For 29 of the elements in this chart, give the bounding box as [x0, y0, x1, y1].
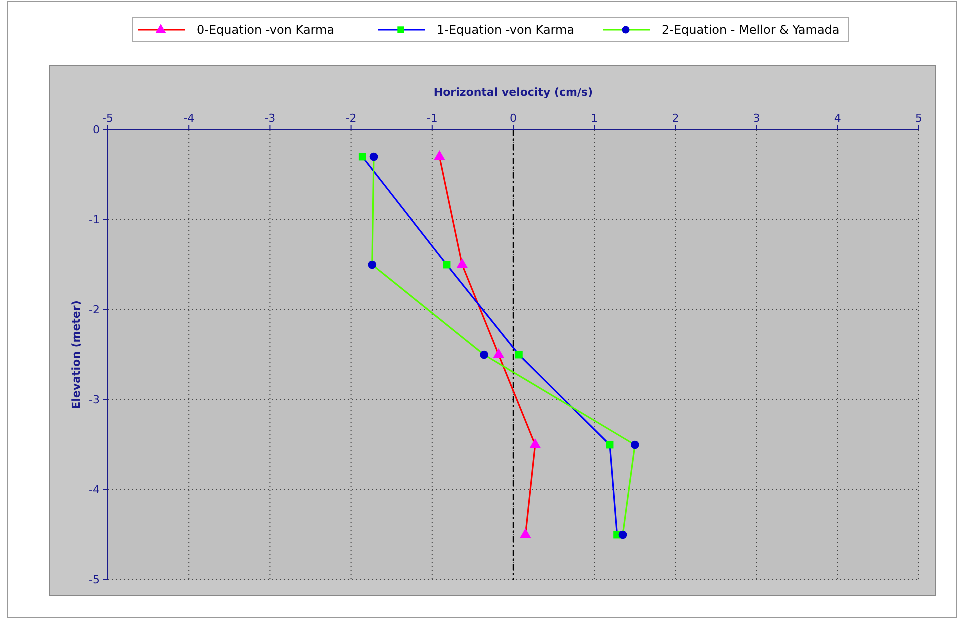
y-tick-label: -3 [89, 394, 100, 407]
point [618, 530, 628, 540]
point [370, 152, 378, 162]
y-tick-label: -5 [89, 574, 100, 587]
legend-label: 1-Equation -von Karma [437, 23, 575, 37]
point [515, 351, 523, 359]
x-tick-label: 2 [672, 112, 680, 125]
x-tick-label: -4 [184, 112, 195, 125]
x-tick-label: -2 [346, 112, 357, 125]
point [480, 350, 488, 360]
legend-label: 2-Equation - Mellor & Yamada [662, 23, 840, 37]
x-tick-label: 0 [510, 112, 517, 125]
x-tick-label: 3 [753, 112, 760, 125]
point [358, 153, 366, 161]
x-tick-label: 4 [834, 112, 842, 125]
x-tick-label: -3 [264, 112, 276, 125]
y-tick-label: -2 [89, 304, 100, 317]
y-tick-label: 0 [93, 124, 100, 137]
point [368, 260, 377, 270]
x-tick-label: 5 [916, 112, 922, 125]
y-axis-title: Elevation (meter) [70, 300, 83, 410]
y-tick-label: -4 [89, 484, 100, 497]
x-tick-label: -5 [102, 112, 114, 125]
y-tick-label: -1 [89, 214, 100, 227]
legend-label: 0-Equation -von Karma [197, 23, 335, 37]
point [630, 440, 640, 450]
x-axis-title: Horizontal velocity (cm/s) [434, 86, 594, 99]
x-tick-label: -1 [426, 112, 438, 125]
x-tick-label: 1 [591, 112, 598, 125]
